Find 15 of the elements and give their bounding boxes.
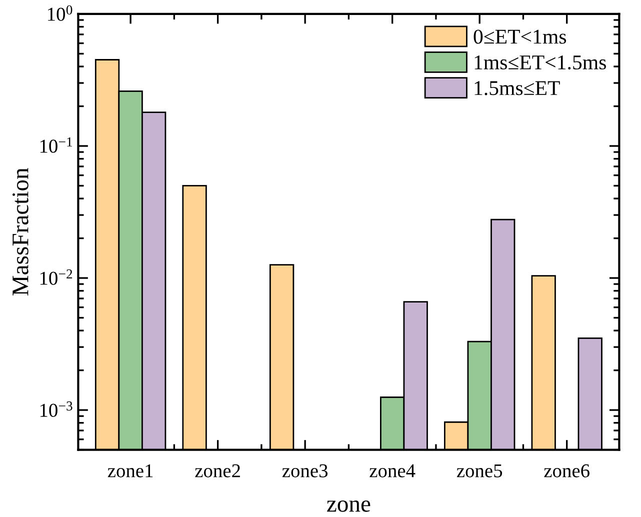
legend-label: 1.5ms≤ET [474, 81, 560, 96]
x-tick-label: zone4 [370, 464, 416, 478]
legend-label: 1ms≤ET<1.5ms [474, 55, 606, 70]
x-tick-label: zone2 [195, 464, 240, 478]
y-tick-label: 10$^{−2}$ [40, 269, 72, 285]
x-tick-label: zone1 [108, 464, 153, 478]
x-tick-label: zone5 [456, 464, 502, 478]
y-axis-title: MassFraction [12, 168, 28, 296]
y-tick-label: 10$^{−1}$ [40, 137, 72, 153]
y-tick-label: 10$^{−3}$ [40, 401, 72, 417]
x-tick-label: zone3 [282, 464, 328, 478]
legend-label: 0≤ET<1ms [474, 30, 566, 44]
y-tick-label: 10$^{0}$ [48, 5, 72, 21]
x-tick-label: zone6 [544, 464, 590, 478]
x-axis-title: zone [327, 500, 370, 512]
